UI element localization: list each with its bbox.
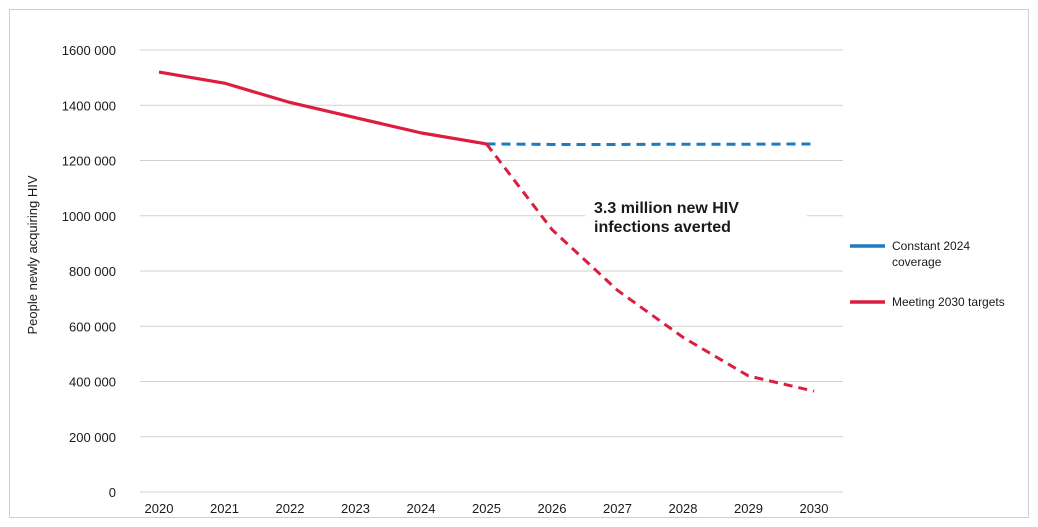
x-tick-label: 2023 bbox=[341, 501, 370, 516]
x-tick-label: 2030 bbox=[800, 501, 829, 516]
x-tick-label: 2024 bbox=[407, 501, 436, 516]
y-tick-label: 200 000 bbox=[69, 430, 116, 445]
y-axis-title: People newly acquiring HIV bbox=[25, 175, 40, 334]
chart: 0 200 000 400 000 600 000 800 000 1000 000 120… bbox=[25, 43, 1005, 516]
y-tick-label: 800 000 bbox=[69, 264, 116, 279]
series-line-meeting-2030-targets-solid bbox=[158, 70, 487, 146]
x-tick-label: 2029 bbox=[734, 501, 763, 516]
y-tick-label: 600 000 bbox=[69, 319, 116, 334]
annotation: 3.3 million new HIV infections averted bbox=[585, 193, 807, 243]
y-tick-label: 1600 000 bbox=[62, 43, 116, 58]
x-tick-label: 2021 bbox=[210, 501, 239, 516]
series-line-constant-2024-coverage bbox=[486, 142, 815, 146]
x-tick-label: 2026 bbox=[538, 501, 567, 516]
series-lines bbox=[158, 70, 815, 393]
legend-label: coverage bbox=[892, 255, 942, 269]
x-tick-label: 2022 bbox=[276, 501, 305, 516]
series-line-meeting-2030-targets-dashed bbox=[485, 143, 815, 393]
legend-label: Constant 2024 bbox=[892, 239, 970, 253]
legend-label: Meeting 2030 targets bbox=[892, 295, 1005, 309]
gridlines bbox=[140, 49, 843, 493]
annotation-text: infections averted bbox=[594, 219, 731, 236]
y-tick-label: 1200 000 bbox=[62, 154, 116, 169]
y-tick-label: 0 bbox=[109, 485, 116, 500]
x-tick-label: 2027 bbox=[603, 501, 632, 516]
y-tick-label: 1400 000 bbox=[62, 98, 116, 113]
x-tick-label: 2020 bbox=[145, 501, 174, 516]
annotation-background bbox=[585, 193, 807, 243]
x-tick-label: 2028 bbox=[669, 501, 698, 516]
annotation-text: 3.3 million new HIV bbox=[594, 200, 739, 217]
legend: Constant 2024 coverage Meeting 2030 target… bbox=[850, 239, 1005, 309]
y-tick-labels: 0 200 000 400 000 600 000 800 000 1000 000 120… bbox=[62, 43, 116, 500]
y-tick-label: 1000 000 bbox=[62, 209, 116, 224]
x-tick-label: 2025 bbox=[472, 501, 501, 516]
x-tick-labels: 2020 2021 2022 2023 2024 2025 2026 2027 2028 2029… bbox=[145, 501, 829, 516]
y-tick-label: 400 000 bbox=[69, 375, 116, 390]
chart-frame: 0 200 000 400 000 600 000 800 000 1000 000 120… bbox=[9, 9, 1029, 518]
